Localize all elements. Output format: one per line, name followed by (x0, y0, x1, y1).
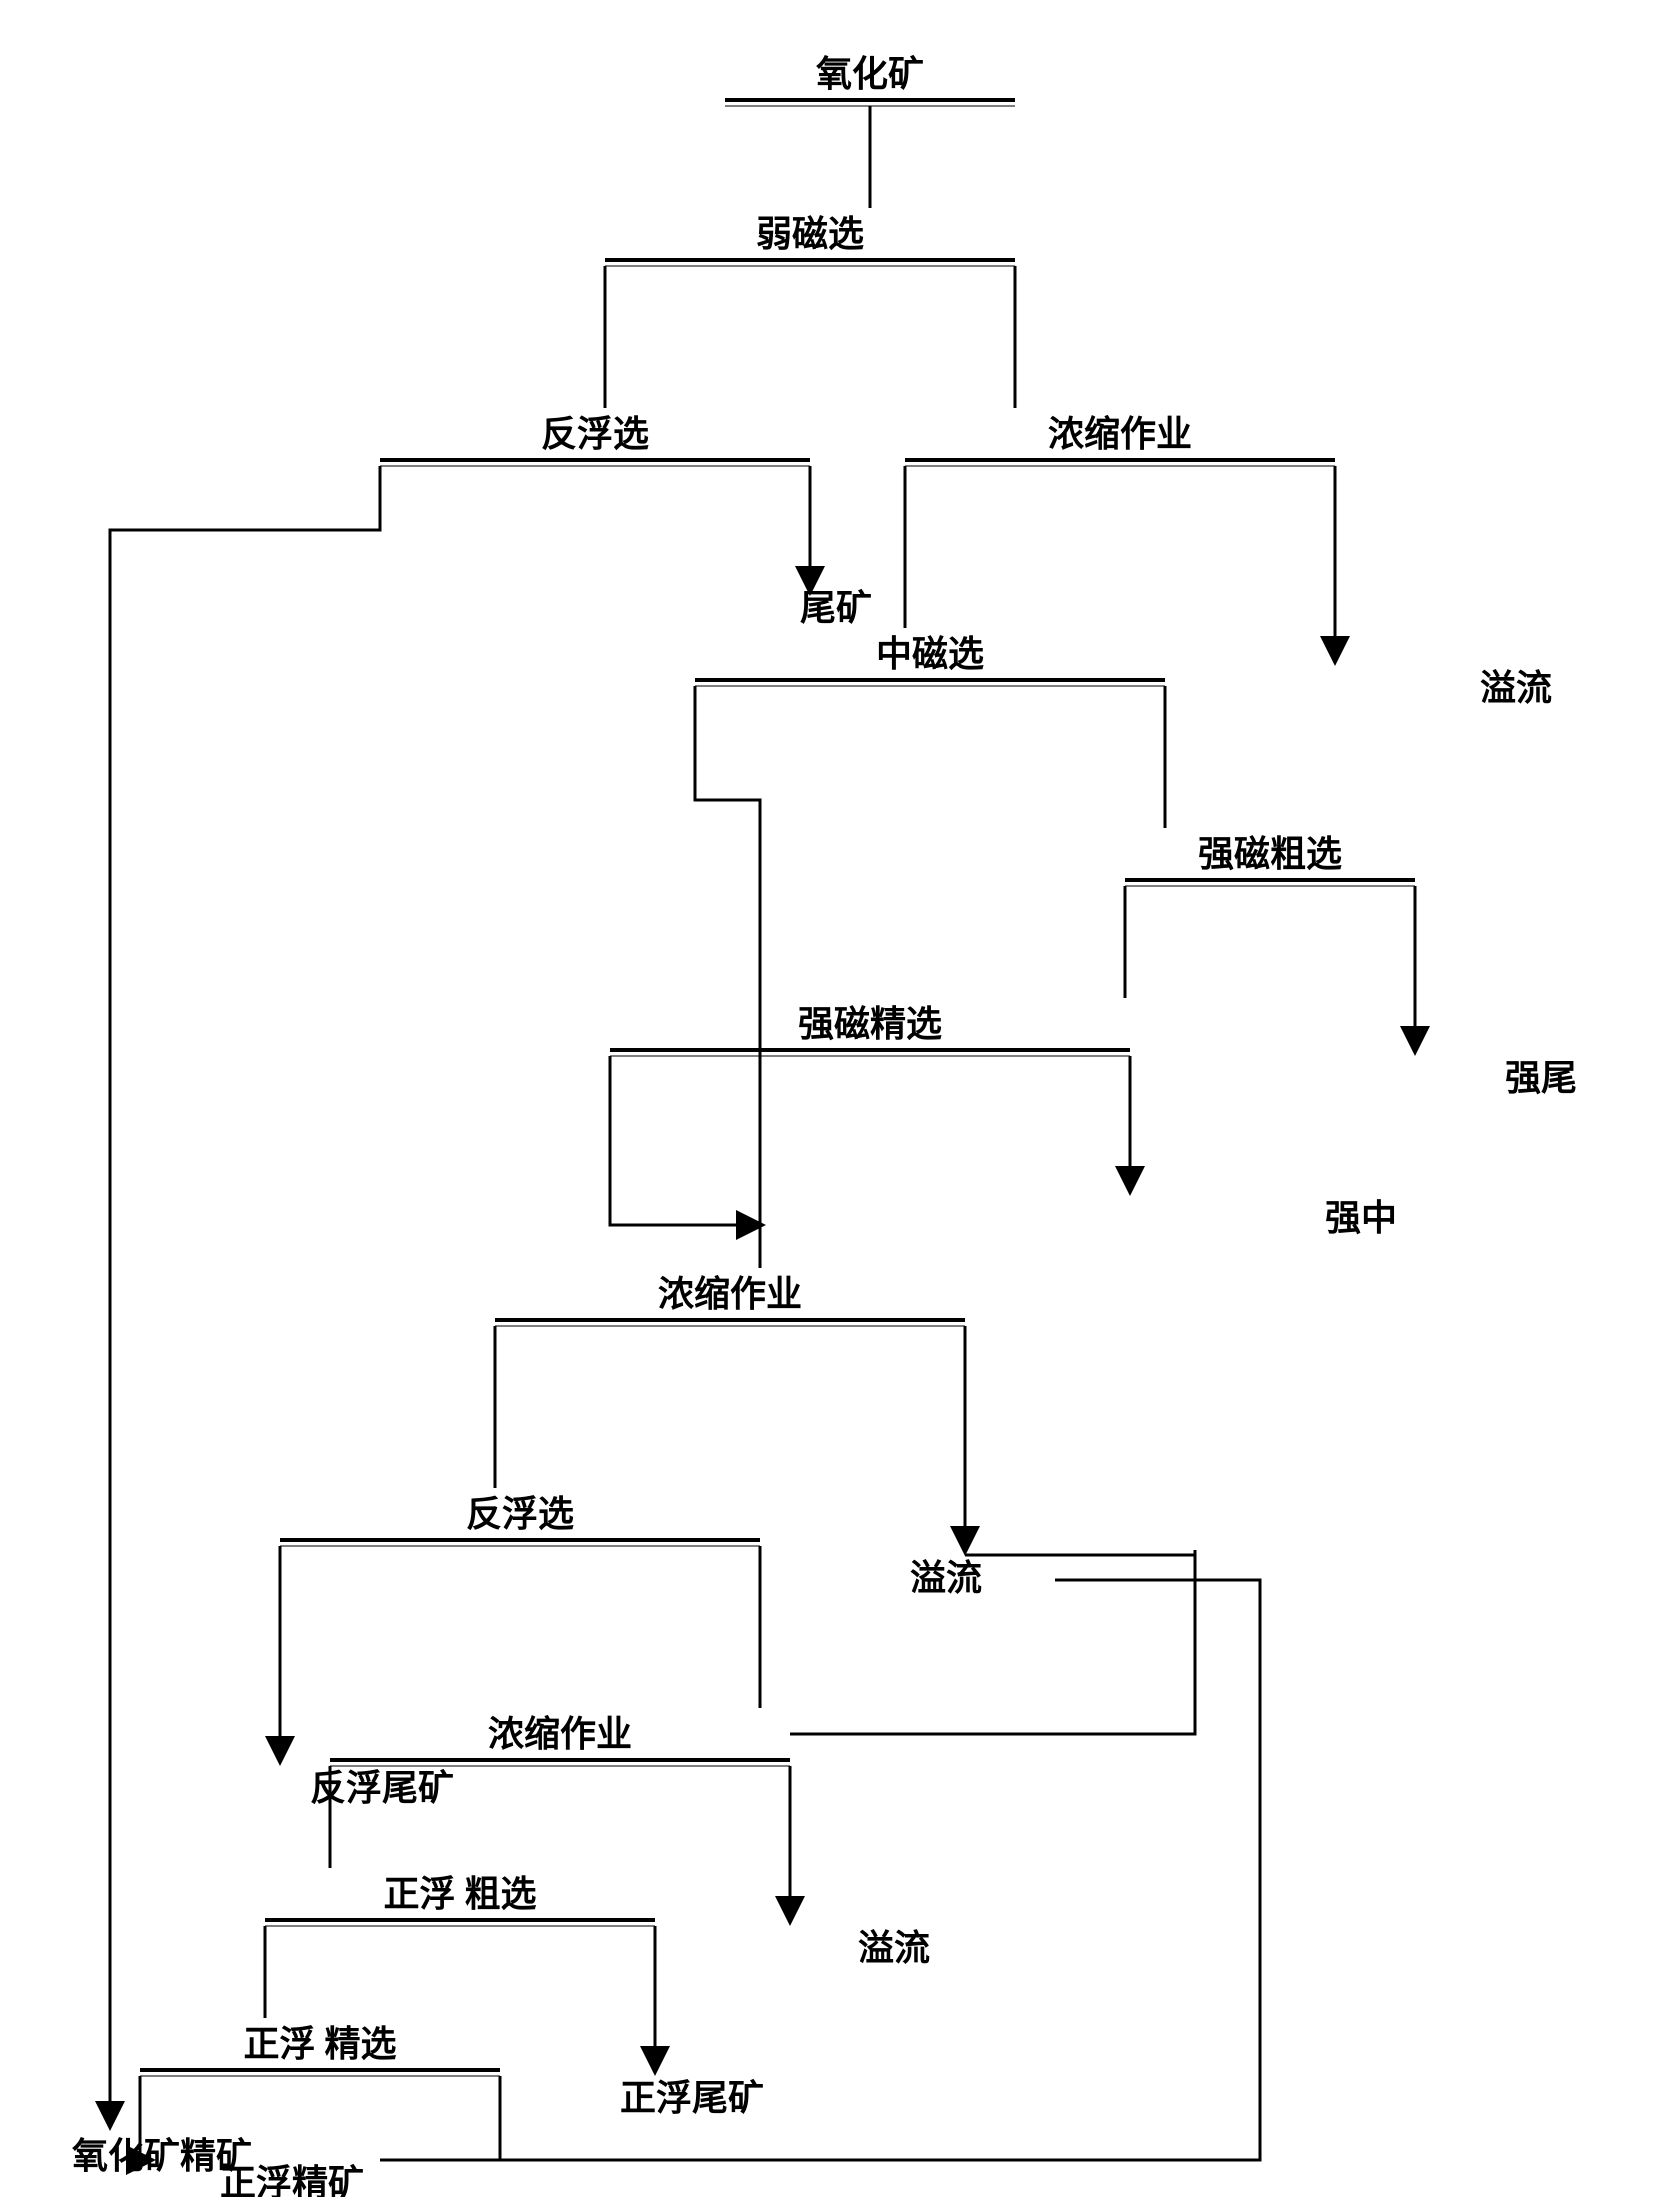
terminal-label: 溢流 (1480, 668, 1552, 708)
node-label: 正浮 精选 (243, 2024, 396, 2064)
terminal-label: 尾矿 (800, 588, 872, 628)
terminal-label: 强尾 (1505, 1058, 1577, 1098)
connector (110, 466, 380, 2125)
node-label: 强磁精选 (798, 1004, 942, 1044)
node-label: 浓缩作业 (658, 1274, 802, 1314)
node-label: 浓缩作业 (1048, 414, 1192, 454)
terminal-label: 溢流 (858, 1928, 930, 1968)
flowchart-svg: 氧化矿弱磁选反浮选浓缩作业中磁选强磁粗选强磁精选浓缩作业反浮选浓缩作业正浮 粗选… (0, 0, 1677, 2197)
connector (790, 1550, 1195, 1734)
terminal-label: 溢流 (910, 1558, 982, 1598)
terminal-label: 强中 (1325, 1198, 1397, 1238)
terminal-label: 氧化矿精矿 (72, 2136, 252, 2176)
terminal-label: 正浮尾矿 (620, 2078, 764, 2118)
node-label: 反浮选 (541, 414, 649, 454)
connector (695, 686, 760, 1225)
connector (500, 2076, 1260, 2160)
node-label: 强磁粗选 (1198, 834, 1342, 874)
node-label: 弱磁选 (756, 214, 864, 254)
node-label: 正浮 粗选 (383, 1874, 536, 1914)
node-label: 氧化矿 (816, 54, 924, 94)
node-label: 浓缩作业 (488, 1714, 632, 1754)
node-label: 反浮选 (466, 1494, 574, 1534)
connector (380, 1580, 1260, 2160)
node-label: 中磁选 (876, 634, 984, 674)
connector (610, 1056, 760, 1225)
terminal-label: 反浮尾矿 (310, 1768, 454, 1808)
